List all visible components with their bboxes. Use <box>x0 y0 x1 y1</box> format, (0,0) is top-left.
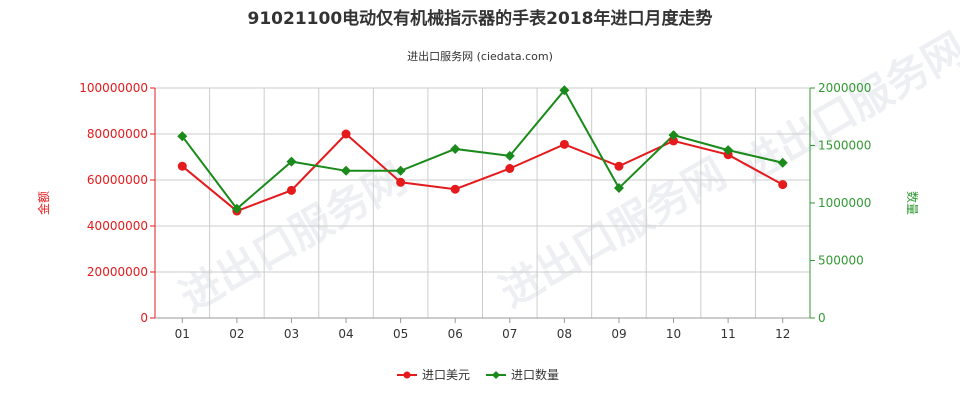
grid-layer <box>154 87 811 319</box>
data-point-amount <box>341 129 351 139</box>
x-tick-label: 04 <box>338 327 353 341</box>
data-point-quantity <box>286 156 297 167</box>
x-tick-label: 02 <box>229 327 244 341</box>
left-tick-label: 60000000 <box>87 173 148 187</box>
legend-marker-quantity <box>492 371 500 379</box>
data-point-amount <box>286 185 296 195</box>
data-point-amount <box>614 161 624 171</box>
data-point-quantity <box>177 131 188 142</box>
data-point-amount <box>505 164 515 173</box>
left-axis-title: 金额 <box>36 191 51 215</box>
data-point-quantity <box>450 143 461 154</box>
x-tick-label: 03 <box>284 327 299 341</box>
left-tick-label: 100000000 <box>79 81 148 95</box>
right-tick-label: 0 <box>818 311 826 325</box>
data-point-quantity <box>341 165 352 176</box>
x-tick-label: 05 <box>393 327 408 341</box>
data-point-amount <box>778 180 788 190</box>
left-tick-label: 0 <box>140 311 148 325</box>
legend-marker-amount <box>403 371 411 379</box>
ticks-layer: 0200000004000000060000000800000001000000… <box>79 81 871 341</box>
x-tick-label: 10 <box>666 327 681 341</box>
right-tick-label: 2000000 <box>818 81 871 95</box>
x-tick-label: 06 <box>448 327 463 341</box>
right-tick-label: 1000000 <box>818 196 871 210</box>
legend-label-quantity: 进口数量 <box>511 367 559 382</box>
data-point-quantity <box>777 157 788 168</box>
left-tick-label: 20000000 <box>87 265 148 279</box>
series-line-quantity <box>181 88 783 211</box>
data-point-quantity <box>613 183 624 194</box>
data-point-amount <box>177 161 187 171</box>
x-tick-label: 11 <box>720 327 735 341</box>
data-point-quantity <box>231 203 242 214</box>
right-tick-label: 500000 <box>818 254 864 268</box>
data-point-amount <box>669 136 679 146</box>
x-tick-label: 08 <box>557 327 572 341</box>
legend-label-amount: 进口美元 <box>422 368 470 382</box>
watermark-text: 进出口服务网 <box>731 23 960 191</box>
series-line-amount <box>181 132 784 213</box>
x-tick-label: 12 <box>775 327 790 341</box>
watermark-text: 进出口服务网 <box>171 153 414 321</box>
data-point-quantity <box>668 130 679 141</box>
chart-subtitle: 进出口服务网 (ciedata.com) <box>407 49 553 63</box>
x-tick-label: 07 <box>502 327 517 341</box>
data-point-quantity <box>559 85 570 96</box>
x-tick-label: 09 <box>611 327 626 341</box>
legend: 进口美元 进口数量 <box>397 367 559 382</box>
data-point-amount <box>396 177 406 187</box>
left-tick-label: 40000000 <box>87 219 148 233</box>
data-point-amount <box>559 139 569 149</box>
watermark-text: 进出口服务网 <box>491 148 734 316</box>
left-tick-label: 80000000 <box>87 127 148 141</box>
x-tick-label: 01 <box>175 327 190 341</box>
series-layer <box>177 85 788 216</box>
right-tick-label: 1500000 <box>818 139 871 153</box>
data-point-quantity <box>504 150 515 161</box>
data-point-amount <box>450 184 460 194</box>
right-axis-title: 数量 <box>905 191 920 215</box>
data-point-quantity <box>395 165 406 176</box>
data-point-quantity <box>723 145 734 156</box>
chart-title: 91021100电动仅有机械指示器的手表2018年进口月度走势 <box>248 8 713 29</box>
